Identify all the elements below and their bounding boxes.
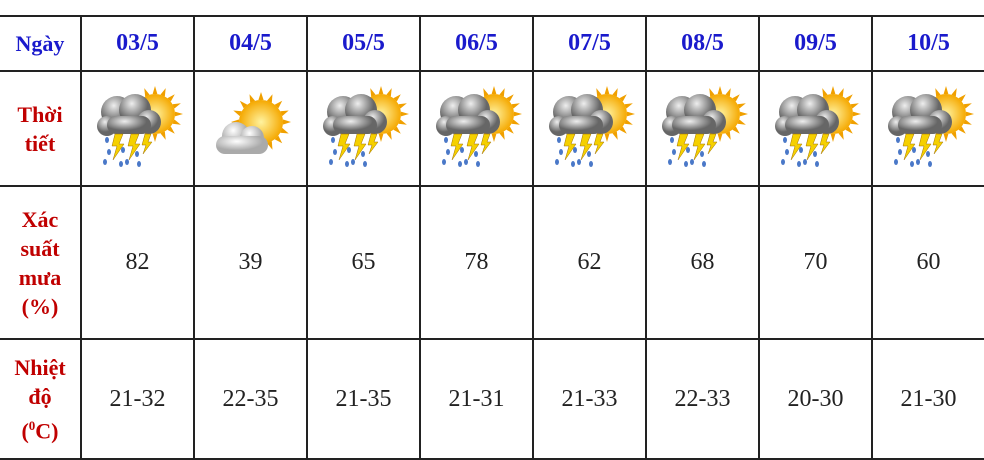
thunderstorm-sun-icon (887, 85, 974, 167)
temperature-range: 21-35 (306, 338, 421, 460)
thunderstorm-sun-icon (435, 85, 522, 167)
date-header: 04/5 (193, 15, 308, 72)
thunderstorm-sun-icon (96, 85, 183, 167)
date-header: 07/5 (532, 15, 647, 72)
date-header: 09/5 (758, 15, 873, 72)
label-temp: Nhiệt độ (0C) (0, 338, 82, 460)
date-header: 05/5 (306, 15, 421, 72)
label-date: Ngày (0, 15, 82, 72)
weather-cell (193, 70, 308, 187)
rain-probability: 60 (871, 185, 984, 340)
temperature-range: 22-33 (645, 338, 760, 460)
weather-forecast-table: Ngày 03/5 04/5 05/5 06/5 07/5 08/5 09/5 10/5 Thờ… (0, 15, 984, 460)
weather-cell (419, 70, 534, 187)
weather-cell (645, 70, 760, 187)
date-header: 06/5 (419, 15, 534, 72)
partly-cloudy-icon (215, 91, 291, 154)
rain-probability: 70 (758, 185, 873, 340)
rain-probability: 68 (645, 185, 760, 340)
rain-probability: 62 (532, 185, 647, 340)
temperature-range: 21-30 (871, 338, 984, 460)
rain-probability: 82 (80, 185, 195, 340)
temperature-range: 21-32 (80, 338, 195, 460)
temperature-range: 21-31 (419, 338, 534, 460)
weather-cell (758, 70, 873, 187)
weather-cell (871, 70, 984, 187)
date-header: 08/5 (645, 15, 760, 72)
temperature-range: 21-33 (532, 338, 647, 460)
weather-cell (532, 70, 647, 187)
temperature-range: 22-35 (193, 338, 308, 460)
date-header: 03/5 (80, 15, 195, 72)
thunderstorm-sun-icon (774, 85, 861, 167)
label-rain: Xác suất mưa (%) (0, 185, 82, 340)
date-header: 10/5 (871, 15, 984, 72)
thunderstorm-sun-icon (548, 85, 635, 167)
temperature-range: 20-30 (758, 338, 873, 460)
label-weather: Thời tiết (0, 70, 82, 187)
thunderstorm-sun-icon (661, 85, 748, 167)
rain-probability: 78 (419, 185, 534, 340)
thunderstorm-sun-icon (322, 85, 409, 167)
weather-cell (80, 70, 195, 187)
weather-cell (306, 70, 421, 187)
rain-probability: 65 (306, 185, 421, 340)
rain-probability: 39 (193, 185, 308, 340)
